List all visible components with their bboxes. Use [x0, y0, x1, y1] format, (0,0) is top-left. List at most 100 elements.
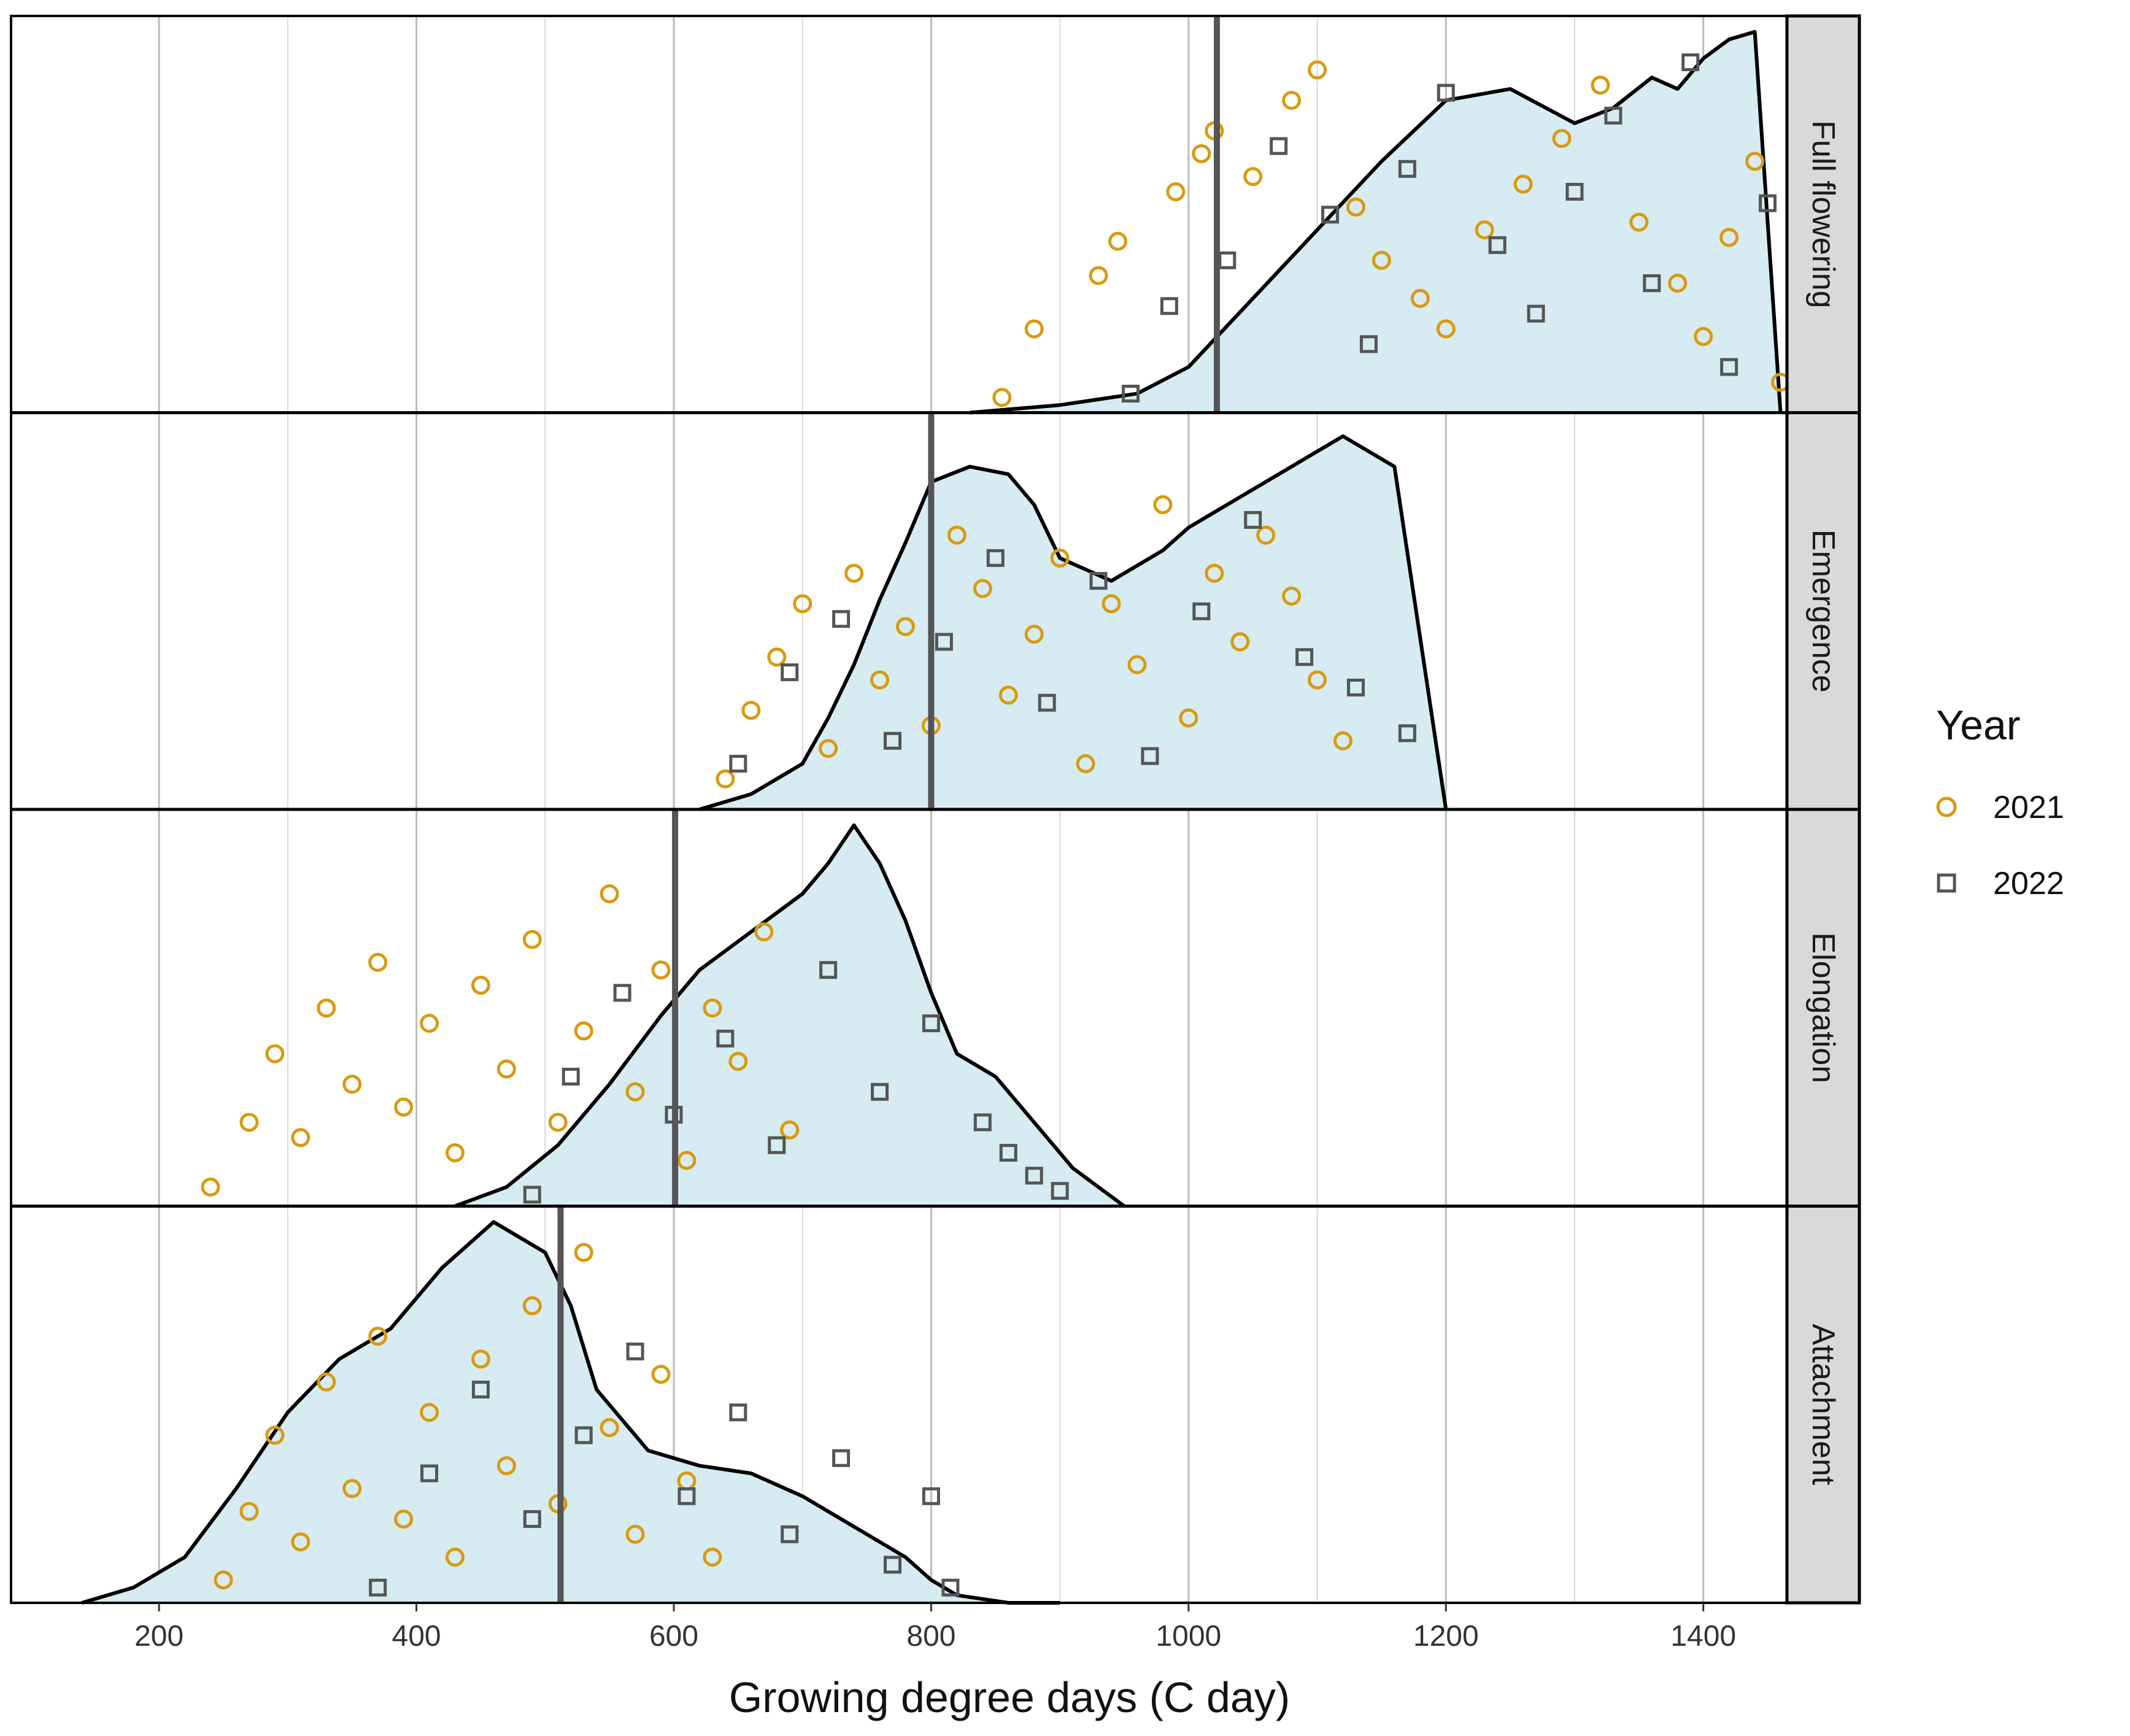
point-2022: [471, 1380, 490, 1398]
point-2022: [626, 1342, 644, 1360]
point-2021: [600, 884, 619, 904]
point-2022: [1160, 297, 1178, 315]
point-2021: [522, 930, 542, 949]
point-2021: [651, 960, 671, 980]
point-2021: [1436, 319, 1456, 339]
x-tick-label: 800: [906, 1620, 955, 1653]
point-2021: [703, 998, 722, 1018]
point-2022: [1527, 304, 1545, 323]
point-2021: [1333, 731, 1352, 750]
point-2021: [201, 1177, 220, 1197]
point-2021: [368, 1327, 388, 1346]
point-2021: [1230, 632, 1250, 652]
point-2021: [998, 685, 1018, 705]
point-2022: [781, 1525, 799, 1543]
point-2021: [1153, 495, 1173, 514]
point-2021: [1050, 548, 1070, 568]
point-2021: [1513, 174, 1533, 194]
point-2022: [1398, 160, 1416, 178]
legend-label: 2022: [1993, 866, 2064, 901]
density-area: [455, 825, 1124, 1206]
point-2021: [1192, 144, 1211, 163]
point-2022: [1488, 236, 1507, 254]
point-2021: [574, 1243, 593, 1262]
point-2022: [768, 1136, 786, 1154]
point-2021: [1308, 670, 1327, 690]
point-2021: [291, 1532, 311, 1552]
point-2021: [496, 1456, 516, 1476]
x-tick-label: 1000: [1156, 1620, 1221, 1653]
density-outline: [454, 823, 1125, 1208]
point-2022: [832, 610, 851, 628]
x-tick-label: 600: [649, 1620, 698, 1653]
point-2022: [613, 984, 631, 1002]
point-2022: [1346, 678, 1365, 696]
point-2021: [1282, 91, 1302, 110]
point-2021: [1475, 220, 1494, 240]
point-2021: [754, 922, 774, 942]
point-2021: [1243, 167, 1263, 187]
point-2021: [703, 1548, 722, 1567]
panel-elongation: [201, 809, 1125, 1208]
density-area: [82, 1222, 1060, 1603]
density-area: [970, 31, 1781, 413]
density-outline: [81, 1220, 1060, 1605]
point-2021: [728, 1052, 748, 1071]
point-2021: [1629, 212, 1649, 232]
point-2022: [1051, 1182, 1069, 1200]
point-2021: [767, 647, 787, 667]
point-2021: [1089, 266, 1108, 285]
x-axis-title: Growing degree days (C day): [729, 1673, 1290, 1721]
point-2021: [1745, 152, 1765, 171]
point-2021: [239, 1502, 259, 1521]
point-2021: [496, 1059, 516, 1079]
strip-background: [1785, 411, 1861, 811]
point-2022: [1643, 274, 1661, 292]
point-2021: [394, 1097, 414, 1117]
point-2022: [1244, 511, 1262, 529]
point-2021: [600, 1418, 619, 1438]
point-2021: [992, 388, 1012, 407]
point-2021: [1346, 197, 1365, 217]
point-2022: [871, 1082, 889, 1101]
point-2022: [832, 1449, 851, 1467]
legend: Year 2021 2022: [1936, 702, 2064, 901]
x-tick-label: 400: [392, 1620, 441, 1653]
point-2021: [471, 976, 490, 995]
x-axis: 200 400 600 800 1000 1200 1400 Growing degree d…: [134, 1603, 1736, 1721]
point-2021: [420, 1014, 439, 1033]
point-2021: [651, 1365, 671, 1384]
point-2022: [716, 1029, 735, 1047]
point-2022: [1398, 724, 1416, 743]
point-2022: [1038, 693, 1056, 712]
point-2022: [1089, 572, 1108, 590]
point-2021: [1308, 60, 1327, 80]
point-2021: [265, 1425, 285, 1445]
point-2022: [1565, 183, 1584, 201]
point-2022: [922, 1487, 940, 1505]
point-2021: [1127, 655, 1147, 674]
point-2022: [1295, 648, 1314, 666]
point-2021: [677, 1151, 696, 1170]
point-2022: [1270, 137, 1288, 155]
point-2022: [884, 1556, 902, 1574]
panel-emergence: [699, 412, 1448, 811]
point-2021: [471, 1349, 490, 1369]
point-2021: [1024, 319, 1044, 339]
legend-key-square: [1937, 873, 1956, 893]
point-2022: [1437, 83, 1455, 102]
point-2021: [1410, 288, 1430, 308]
point-2021: [446, 1143, 465, 1163]
point-2021: [793, 594, 812, 614]
x-tick-label: 200: [134, 1620, 183, 1653]
point-2021: [973, 579, 992, 598]
point-2022: [369, 1578, 387, 1597]
point-2022: [781, 663, 799, 682]
point-2022: [1192, 602, 1211, 620]
point-2021: [895, 617, 915, 636]
point-2022: [1141, 747, 1159, 765]
point-2021: [625, 1082, 645, 1101]
panel-attachment: [81, 1206, 1060, 1605]
point-2021: [870, 670, 890, 690]
